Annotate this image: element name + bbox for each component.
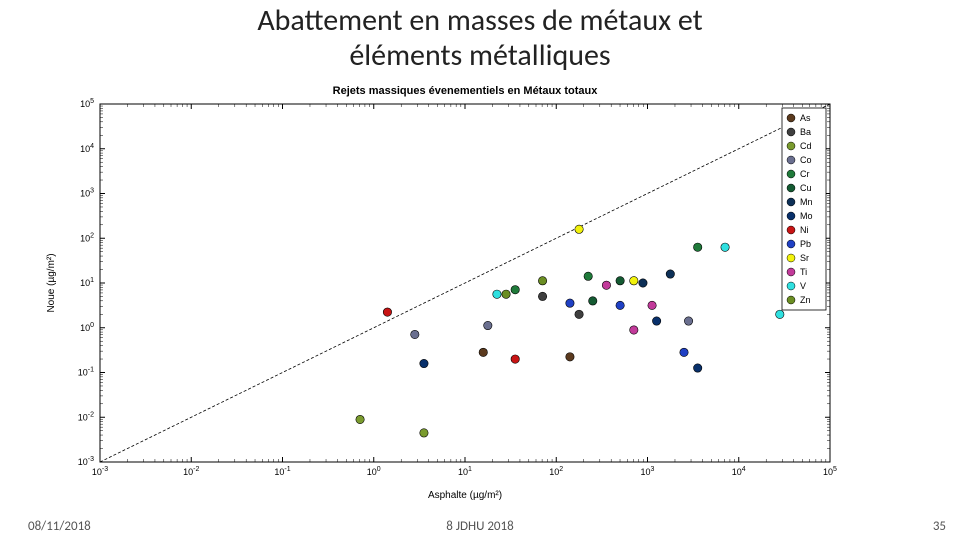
legend-label: Zn — [800, 295, 811, 305]
data-point — [616, 277, 624, 285]
legend-marker — [787, 254, 795, 262]
data-point — [511, 286, 519, 294]
y-tick-label: 10-1 — [78, 367, 94, 378]
x-tick-label: 101 — [458, 466, 472, 477]
legend-label: As — [800, 113, 811, 123]
legend-label: Mn — [800, 197, 813, 207]
data-point — [630, 277, 638, 285]
data-point — [648, 301, 656, 309]
slide: Abattement en masses de métaux et élémen… — [0, 0, 960, 540]
data-point — [566, 353, 574, 361]
data-point — [566, 299, 574, 307]
legend-marker — [787, 128, 795, 136]
x-tick-label: 10-1 — [274, 466, 290, 477]
legend-label: Cr — [800, 169, 810, 179]
scatter-chart: Rejets massiques évenementiels en Métaux… — [40, 82, 920, 502]
data-point — [666, 270, 674, 278]
data-point — [411, 330, 419, 338]
legend-marker — [787, 296, 795, 304]
x-tick-label: 103 — [641, 466, 655, 477]
data-point — [538, 292, 546, 300]
legend-marker — [787, 184, 795, 192]
legend-marker — [787, 240, 795, 248]
data-point — [630, 326, 638, 334]
footer-center: 8 JDHU 2018 — [0, 519, 960, 534]
data-point — [684, 317, 692, 325]
legend-label: Ti — [800, 267, 807, 277]
x-axis-label: Asphalte (µg/m²) — [428, 490, 502, 501]
y-tick-label: 10-3 — [78, 456, 94, 467]
legend-marker — [787, 212, 795, 220]
legend-label: Pb — [800, 239, 811, 249]
data-point — [575, 225, 583, 233]
data-point — [356, 415, 364, 423]
y-tick-label: 101 — [80, 277, 94, 288]
data-point — [420, 429, 428, 437]
y-tick-label: 102 — [80, 232, 94, 243]
data-point — [693, 243, 701, 251]
data-point — [575, 310, 583, 318]
x-tick-label: 10-3 — [92, 466, 108, 477]
footer-page-number: 35 — [933, 519, 946, 534]
legend-label: Mo — [800, 211, 813, 221]
x-tick-label: 10-2 — [183, 466, 199, 477]
data-point — [383, 308, 391, 316]
data-point — [511, 355, 519, 363]
legend-marker — [787, 282, 795, 290]
y-tick-label: 105 — [80, 98, 94, 109]
legend-marker — [787, 226, 795, 234]
legend-marker — [787, 268, 795, 276]
data-point — [420, 359, 428, 367]
data-point — [652, 317, 660, 325]
x-tick-label: 102 — [549, 466, 563, 477]
legend-label: Cu — [800, 183, 812, 193]
data-point — [602, 281, 610, 289]
data-point — [484, 321, 492, 329]
chart-title: Rejets massiques évenementiels en Métaux… — [333, 85, 599, 97]
chart-container: Rejets massiques évenementiels en Métaux… — [40, 82, 920, 502]
y-tick-label: 100 — [80, 322, 94, 333]
data-point — [693, 364, 701, 372]
legend-marker — [787, 114, 795, 122]
legend-box — [782, 108, 826, 310]
x-tick-label: 100 — [367, 466, 381, 477]
slide-title-line2: éléments métalliques — [349, 37, 610, 74]
legend-label: Sr — [800, 253, 809, 263]
data-point — [680, 348, 688, 356]
legend-label: V — [800, 281, 806, 291]
slide-title-line1: Abattement en masses de métaux et — [257, 2, 702, 39]
slide-title: Abattement en masses de métaux et élémen… — [0, 4, 960, 73]
data-point — [639, 279, 647, 287]
data-point — [589, 297, 597, 305]
y-axis-label: Noue (µg/m²) — [46, 253, 57, 312]
data-point — [721, 243, 729, 251]
data-point — [538, 277, 546, 285]
data-point — [479, 348, 487, 356]
legend-marker — [787, 142, 795, 150]
legend-marker — [787, 156, 795, 164]
y-tick-label: 103 — [80, 188, 94, 199]
y-tick-label: 10-2 — [78, 411, 94, 422]
legend-marker — [787, 198, 795, 206]
legend-label: Cd — [800, 141, 812, 151]
x-tick-label: 105 — [823, 466, 837, 477]
data-point — [493, 290, 501, 298]
data-point — [502, 290, 510, 298]
data-point — [584, 272, 592, 280]
legend-label: Ni — [800, 225, 809, 235]
x-tick-label: 104 — [732, 466, 746, 477]
legend-marker — [787, 170, 795, 178]
legend-label: Ba — [800, 127, 811, 137]
data-point — [616, 301, 624, 309]
legend-label: Co — [800, 155, 812, 165]
data-point — [776, 310, 784, 318]
y-tick-label: 104 — [80, 143, 94, 154]
